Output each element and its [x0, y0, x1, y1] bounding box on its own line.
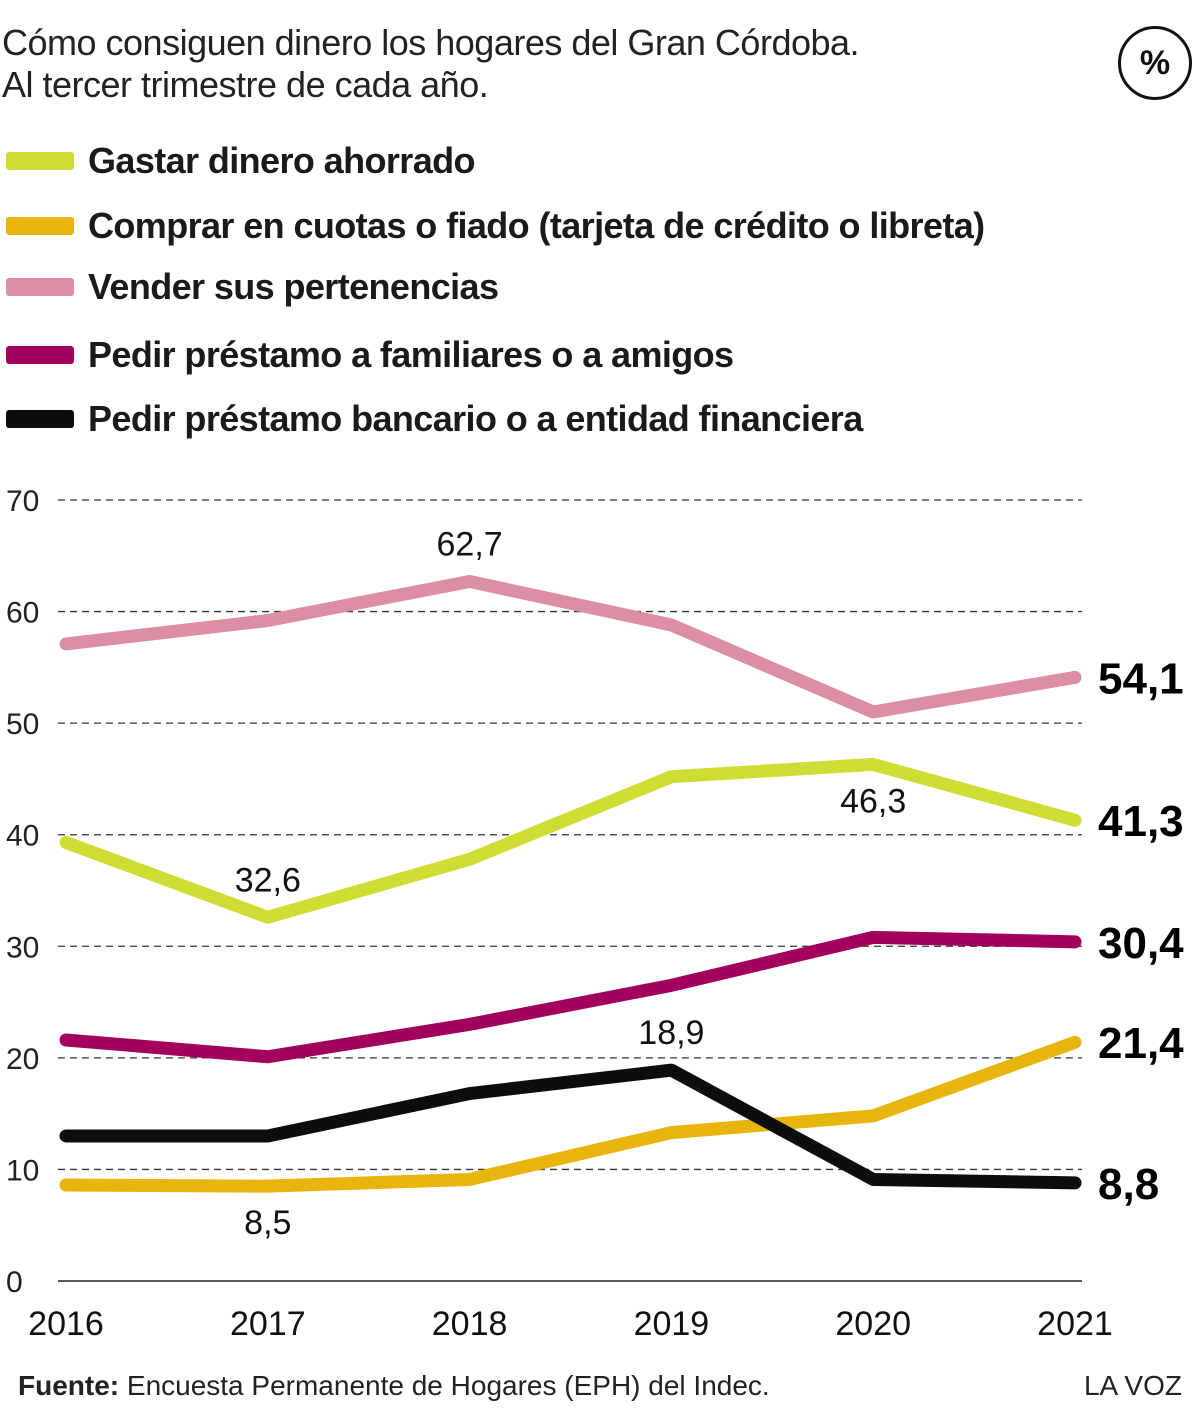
- source-text: Encuesta Permanente de Hogares (EPH) del…: [119, 1370, 770, 1401]
- x-tick-label-2017: 2017: [230, 1305, 306, 1343]
- legend-label-family-loan: Pedir préstamo a familiares o a amigos: [88, 334, 734, 375]
- y-tick-label-40: 40: [6, 820, 39, 853]
- title-line-1: Cómo consiguen dinero los hogares del Gr…: [2, 22, 860, 63]
- brand-credit: LA VOZ: [1083, 1370, 1182, 1401]
- legend-swatch-bank-loan: [6, 410, 74, 428]
- x-tick-label-2018: 2018: [432, 1305, 508, 1343]
- legend-item-bank-loan: Pedir préstamo bancario o a entidad fina…: [6, 394, 863, 444]
- series-line-bank-loan: [59, 1063, 1082, 1190]
- y-tick-label-20: 20: [6, 1043, 39, 1076]
- data-label-2: 46,3: [840, 782, 906, 820]
- data-label-3: 18,9: [638, 1014, 704, 1052]
- legend-label-installments: Comprar en cuotas o fiado (tarjeta de cr…: [88, 205, 985, 246]
- legend-item-sell: Vender sus pertenencias: [6, 262, 499, 312]
- series-line-sell: [59, 574, 1082, 719]
- legend-label-sell: Vender sus pertenencias: [88, 266, 499, 307]
- line-chart: 0 10 20 30 40 50 60 70 2016 2017 2018 2019 2020 2021 6…: [6, 485, 1184, 1343]
- series-line-savings: [59, 757, 1082, 924]
- legend-swatch-savings: [6, 152, 74, 170]
- unit-badge-label: %: [1139, 43, 1171, 82]
- legend-swatch-installments: [6, 217, 74, 235]
- legend-swatch-family-loan: [6, 346, 74, 364]
- x-tick-label-2016: 2016: [28, 1305, 104, 1343]
- y-tick-label-60: 60: [6, 597, 39, 630]
- data-label-1: 32,6: [235, 861, 301, 899]
- series-line-family-loan: [59, 930, 1082, 1064]
- y-tick-label-30: 30: [6, 931, 39, 964]
- end-value-label-3: 21,4: [1098, 1019, 1184, 1068]
- series-line-installments: [59, 1035, 1082, 1193]
- data-label-4: 8,5: [244, 1204, 291, 1242]
- legend-swatch-sell: [6, 278, 74, 296]
- data-label-0: 62,7: [437, 525, 503, 563]
- source-label: Fuente:: [18, 1370, 120, 1401]
- title-line-2: Al tercer trimestre de cada año.: [2, 64, 489, 105]
- percent-unit-badge: %: [1118, 26, 1192, 100]
- legend-item-savings: Gastar dinero ahorrado: [6, 136, 476, 186]
- y-tick-label-50: 50: [6, 708, 39, 741]
- end-value-label-2: 30,4: [1098, 919, 1184, 968]
- end-value-label-1: 41,3: [1098, 797, 1184, 846]
- x-tick-label-2020: 2020: [835, 1305, 911, 1343]
- end-value-label-4: 8,8: [1098, 1160, 1159, 1209]
- legend-item-installments: Comprar en cuotas o fiado (tarjeta de cr…: [6, 201, 985, 251]
- legend-label-bank-loan: Pedir préstamo bancario o a entidad fina…: [88, 398, 863, 439]
- legend-item-family-loan: Pedir préstamo a familiares o a amigos: [6, 330, 734, 380]
- y-tick-label-10: 10: [6, 1154, 39, 1187]
- x-tick-label-2021: 2021: [1037, 1305, 1113, 1343]
- source-note: Fuente: Encuesta Permanente de Hogares (…: [18, 1370, 770, 1402]
- x-tick-label-2019: 2019: [634, 1305, 710, 1343]
- chart-title: Cómo consiguen dinero los hogares del Gr…: [2, 22, 860, 106]
- end-value-label-0: 54,1: [1098, 654, 1184, 703]
- y-tick-label-0: 0: [6, 1266, 23, 1299]
- y-tick-label-70: 70: [6, 485, 39, 518]
- legend-label-savings: Gastar dinero ahorrado: [88, 140, 476, 181]
